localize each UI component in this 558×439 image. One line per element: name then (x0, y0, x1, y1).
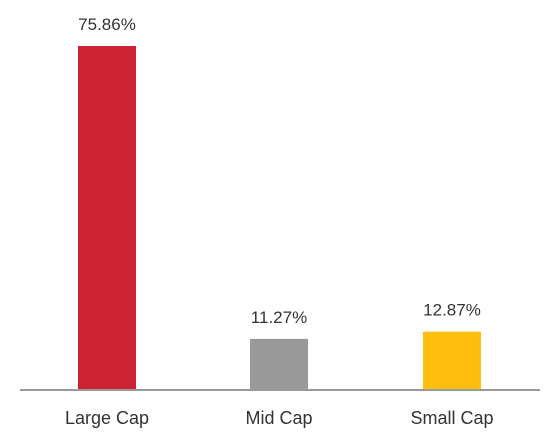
bars (78, 46, 481, 390)
data-label-mid-cap: 11.27% (251, 308, 307, 327)
bar-large-cap (78, 46, 136, 390)
tick-label-mid-cap: Mid Cap (245, 408, 312, 428)
tick-label-large-cap: Large Cap (65, 408, 149, 428)
data-labels: 75.86% 11.27% 12.87% (78, 15, 481, 327)
x-axis-tick-labels: Large Cap Mid Cap Small Cap (65, 408, 494, 428)
data-label-large-cap: 75.86% (78, 15, 136, 34)
tick-label-small-cap: Small Cap (410, 408, 493, 428)
bar-mid-cap (250, 338, 308, 390)
bar-small-cap (423, 331, 481, 390)
data-label-small-cap: 12.87% (423, 301, 481, 320)
